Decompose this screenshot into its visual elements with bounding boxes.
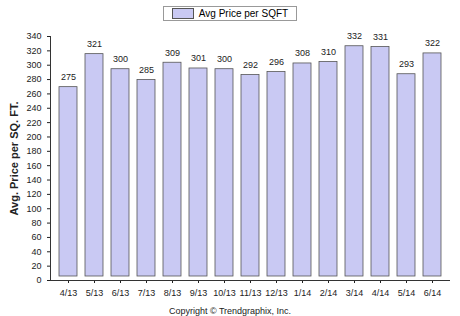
svg-text:300: 300: [26, 60, 41, 70]
svg-text:308: 308: [295, 48, 310, 58]
svg-text:275: 275: [61, 72, 76, 82]
svg-text:300: 300: [217, 54, 232, 64]
svg-text:310: 310: [321, 47, 336, 57]
svg-text:5/14: 5/14: [398, 288, 416, 298]
svg-text:285: 285: [139, 65, 154, 75]
svg-text:1/14: 1/14: [294, 288, 312, 298]
svg-text:4/14: 4/14: [372, 288, 390, 298]
svg-text:3/14: 3/14: [346, 288, 364, 298]
svg-text:11/13: 11/13: [240, 288, 262, 298]
svg-text:80: 80: [31, 218, 41, 228]
svg-text:301: 301: [191, 53, 206, 63]
svg-text:332: 332: [347, 31, 362, 41]
svg-text:240: 240: [26, 103, 41, 113]
svg-text:300: 300: [113, 54, 128, 64]
svg-text:293: 293: [399, 59, 414, 69]
svg-text:100: 100: [26, 204, 41, 214]
svg-text:260: 260: [26, 89, 41, 99]
svg-text:160: 160: [26, 161, 41, 171]
svg-text:8/13: 8/13: [164, 288, 182, 298]
svg-text:2/14: 2/14: [320, 288, 338, 298]
svg-text:322: 322: [425, 38, 440, 48]
svg-text:6/14: 6/14: [424, 288, 442, 298]
svg-text:0: 0: [36, 275, 41, 285]
svg-text:40: 40: [31, 247, 41, 257]
svg-text:280: 280: [26, 74, 41, 84]
html-text:Avg Price per SQFT: Avg Price per SQFT: [198, 7, 289, 19]
svg-text:7/13: 7/13: [138, 288, 156, 298]
svg-text:220: 220: [26, 117, 41, 127]
svg-text:340: 340: [26, 31, 41, 41]
svg-text:10/13: 10/13: [213, 288, 236, 298]
svg-text:321: 321: [87, 39, 102, 49]
svg-text:180: 180: [26, 146, 41, 156]
svg-text:6/13: 6/13: [112, 288, 130, 298]
svg-text:12/13: 12/13: [265, 288, 288, 298]
svg-text:120: 120: [26, 189, 41, 199]
html-text:Copyright © Trendgraphix, Inc.: Copyright © Trendgraphix, Inc.: [168, 306, 292, 316]
svg-text:20: 20: [31, 261, 41, 271]
svg-text:200: 200: [26, 132, 41, 142]
svg-text:331: 331: [373, 32, 388, 42]
svg-text:140: 140: [26, 175, 41, 185]
svg-text:Avg. Price per SQ. FT.: Avg. Price per SQ. FT.: [8, 102, 20, 216]
svg-text:320: 320: [26, 46, 41, 56]
svg-text:9/13: 9/13: [190, 288, 208, 298]
svg-text:5/13: 5/13: [86, 288, 104, 298]
svg-text:60: 60: [31, 232, 41, 242]
svg-text:296: 296: [269, 57, 284, 67]
svg-text:292: 292: [243, 60, 258, 70]
svg-text:4/13: 4/13: [60, 288, 78, 298]
svg-text:309: 309: [165, 48, 180, 58]
